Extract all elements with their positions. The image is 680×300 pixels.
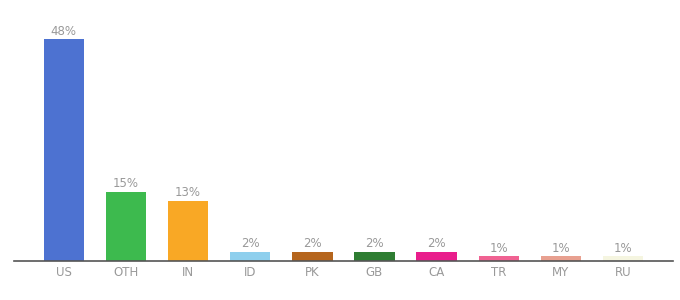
- Bar: [105, 192, 146, 261]
- Bar: [603, 256, 643, 261]
- Bar: [292, 252, 333, 261]
- Text: 1%: 1%: [490, 242, 508, 254]
- Text: 15%: 15%: [113, 177, 139, 190]
- Bar: [230, 252, 271, 261]
- Text: 1%: 1%: [551, 242, 571, 254]
- Text: 2%: 2%: [427, 237, 446, 250]
- Bar: [354, 252, 394, 261]
- Bar: [416, 252, 457, 261]
- Text: 1%: 1%: [614, 242, 632, 254]
- Bar: [479, 256, 519, 261]
- Text: 48%: 48%: [51, 25, 77, 38]
- Text: 2%: 2%: [303, 237, 322, 250]
- Bar: [541, 256, 581, 261]
- Text: 2%: 2%: [365, 237, 384, 250]
- Bar: [168, 201, 208, 261]
- Text: 13%: 13%: [175, 186, 201, 199]
- Text: 2%: 2%: [241, 237, 260, 250]
- Bar: [44, 40, 84, 261]
